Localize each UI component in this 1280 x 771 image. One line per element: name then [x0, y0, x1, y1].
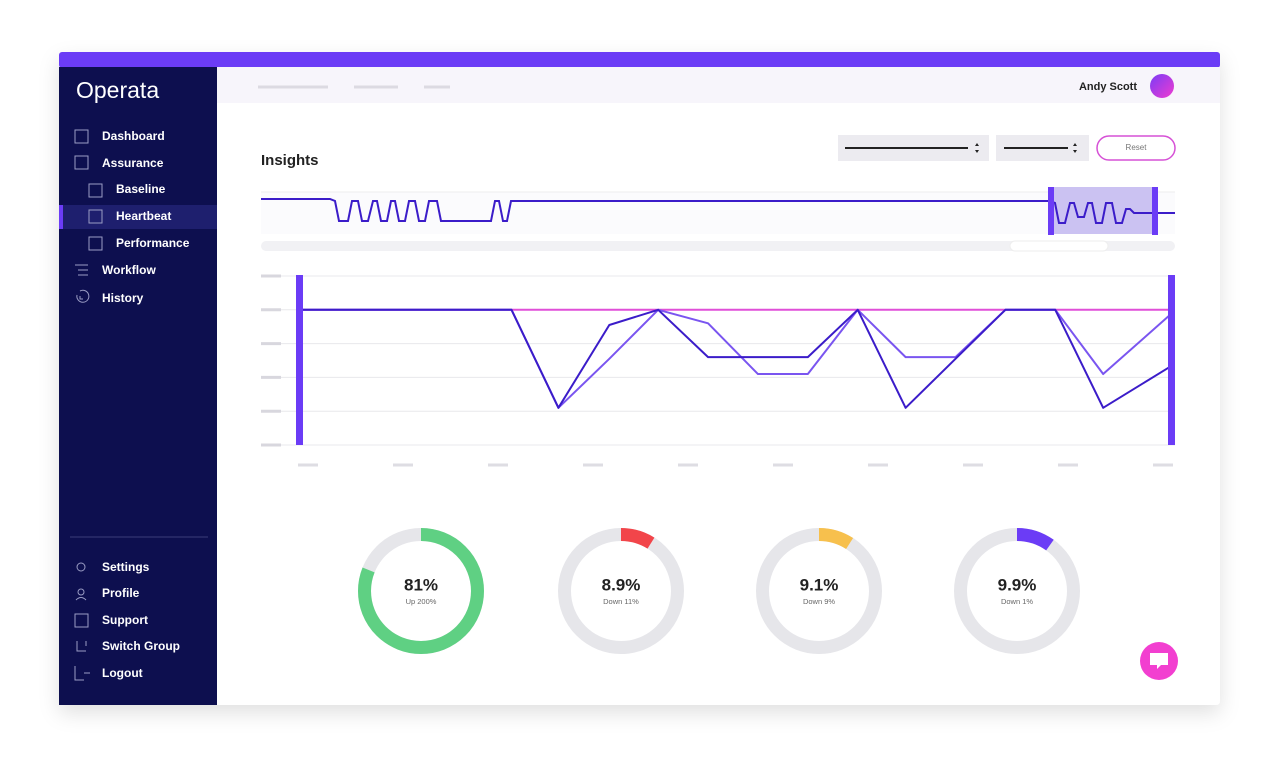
- range-handle: [1168, 275, 1175, 445]
- scroll-thumb[interactable]: [1009, 240, 1109, 252]
- selection-handle[interactable]: [1048, 187, 1054, 235]
- series-line: [302, 308, 1173, 409]
- user-name[interactable]: Andy Scott: [1079, 81, 1137, 93]
- nav-item[interactable]: Logout: [102, 666, 143, 680]
- header-bar: [217, 67, 1220, 103]
- donut-arc: [756, 528, 882, 654]
- donut-value: 8.9%: [602, 575, 641, 594]
- overview-line: [261, 198, 1175, 224]
- nav-item[interactable]: Profile: [102, 586, 140, 600]
- nav-icons: [74, 129, 103, 681]
- donut-arc: [358, 528, 484, 654]
- sidebar: [59, 67, 217, 705]
- overview-selection[interactable]: [1050, 187, 1155, 234]
- dropdown[interactable]: [996, 135, 1089, 161]
- nav-item[interactable]: Switch Group: [102, 639, 180, 653]
- chat-icon: [1150, 653, 1168, 669]
- donut-caption: Down 11%: [603, 597, 639, 606]
- donut-value: 9.9%: [998, 575, 1037, 594]
- nav-item[interactable]: History: [102, 291, 144, 305]
- nav-item[interactable]: Settings: [102, 560, 150, 574]
- donut-caption: Down 1%: [1001, 597, 1033, 606]
- range-handle: [296, 275, 303, 445]
- nav-item[interactable]: Assurance: [102, 156, 164, 170]
- donut-arc: [558, 528, 684, 654]
- reset-button[interactable]: [1096, 135, 1176, 161]
- selection-handle[interactable]: [1152, 187, 1158, 235]
- line-chart: [261, 274, 1175, 447]
- nav-item[interactable]: Support: [102, 613, 148, 627]
- donut-caption: Up 200%: [406, 597, 437, 606]
- donut-value: 81%: [404, 575, 438, 594]
- nav-item[interactable]: Workflow: [102, 263, 156, 277]
- avatar[interactable]: [1150, 74, 1174, 98]
- top-bar: [59, 52, 1220, 68]
- donuts: 81% Up 200% 8.9% Down 11% 9.1% Down 9% 9.9% Dow…: [358, 528, 1080, 654]
- nav-item[interactable]: Dashboard: [102, 129, 165, 143]
- reset-label[interactable]: Reset: [1126, 143, 1148, 152]
- scrollbar[interactable]: [261, 241, 1175, 251]
- donut-value: 9.1%: [800, 575, 839, 594]
- overview: [261, 192, 1175, 234]
- logo: Operata: [76, 77, 159, 103]
- nav-item[interactable]: Performance: [116, 236, 190, 250]
- section-title: Insights: [261, 152, 319, 169]
- nav-active-marker: [59, 205, 63, 229]
- nav-item[interactable]: Heartbeat: [116, 209, 171, 223]
- nav-item[interactable]: Baseline: [116, 182, 166, 196]
- donut-arc: [954, 528, 1080, 654]
- nav-active-bg: [59, 205, 217, 229]
- donut-caption: Down 9%: [803, 597, 835, 606]
- dropdown[interactable]: [838, 135, 989, 161]
